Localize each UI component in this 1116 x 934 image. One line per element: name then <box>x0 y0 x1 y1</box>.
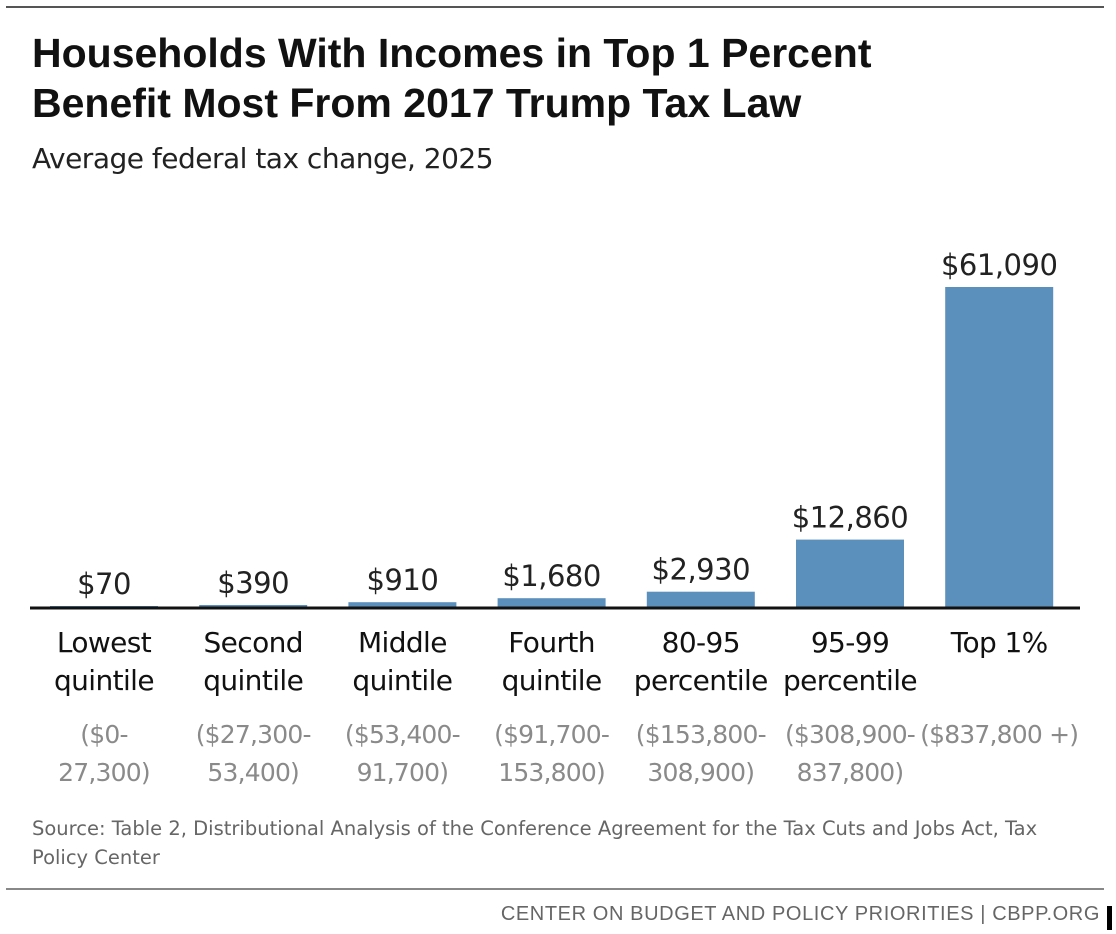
value-label: $1,680 <box>502 559 600 593</box>
source-note: Source: Table 2, Distributional Analysis… <box>32 817 1038 869</box>
chart-title-line-1: Households With Incomes in Top 1 Percent <box>32 30 872 76</box>
category-label: Second <box>203 626 302 659</box>
value-label: $390 <box>217 566 289 600</box>
income-range-label: ($27,300- <box>196 720 311 749</box>
chart-title: Households With Incomes in Top 1 Percent… <box>32 28 1092 128</box>
category-label: Lowest <box>57 626 152 659</box>
bar <box>796 539 904 607</box>
category-label: percentile <box>783 664 917 697</box>
value-label: $2,930 <box>652 553 750 587</box>
category-label: quintile <box>54 664 154 697</box>
income-range-label: ($0- <box>80 720 127 749</box>
income-range-label: 53,400) <box>207 758 299 787</box>
value-label: $61,090 <box>941 248 1057 282</box>
income-range-label: 837,800) <box>797 758 904 787</box>
income-range-label: 308,900) <box>647 758 754 787</box>
category-label: quintile <box>352 664 452 697</box>
chart-title-line-2: Benefit Most From 2017 Trump Tax Law <box>32 80 802 126</box>
category-label: percentile <box>634 664 768 697</box>
value-label: $70 <box>77 567 131 601</box>
category-label: 95-99 <box>811 626 889 659</box>
income-range-label: ($53,400- <box>345 720 460 749</box>
corner-mark <box>1107 906 1112 930</box>
income-range-label: 91,700) <box>357 758 449 787</box>
bar <box>348 602 457 607</box>
category-label: quintile <box>502 664 602 697</box>
category-label: quintile <box>203 664 303 697</box>
income-range-label: 153,800) <box>498 758 605 787</box>
category-label: 80-95 <box>662 626 740 659</box>
bar <box>199 605 308 607</box>
income-range-label: ($91,700- <box>494 720 609 749</box>
income-range-label: ($837,800 +) <box>920 720 1078 749</box>
income-range-label: 27,300) <box>58 758 150 787</box>
income-range-label: ($308,900- <box>785 720 915 749</box>
category-label: Middle <box>358 626 447 659</box>
chart-subtitle: Average federal tax change, 2025 <box>32 142 494 175</box>
bottom-rule <box>6 888 1104 890</box>
bar <box>497 598 606 607</box>
category-label: Fourth <box>508 626 595 659</box>
footer-credit: CENTER ON BUDGET AND POLICY PRIORITIES |… <box>500 903 1100 925</box>
value-label: $910 <box>366 563 438 597</box>
bar <box>945 287 1054 607</box>
bar <box>646 591 755 607</box>
category-label: Top 1% <box>950 626 1048 659</box>
value-label: $12,860 <box>792 501 908 535</box>
top-rule <box>6 6 1104 8</box>
income-range-label: ($153,800- <box>636 720 766 749</box>
